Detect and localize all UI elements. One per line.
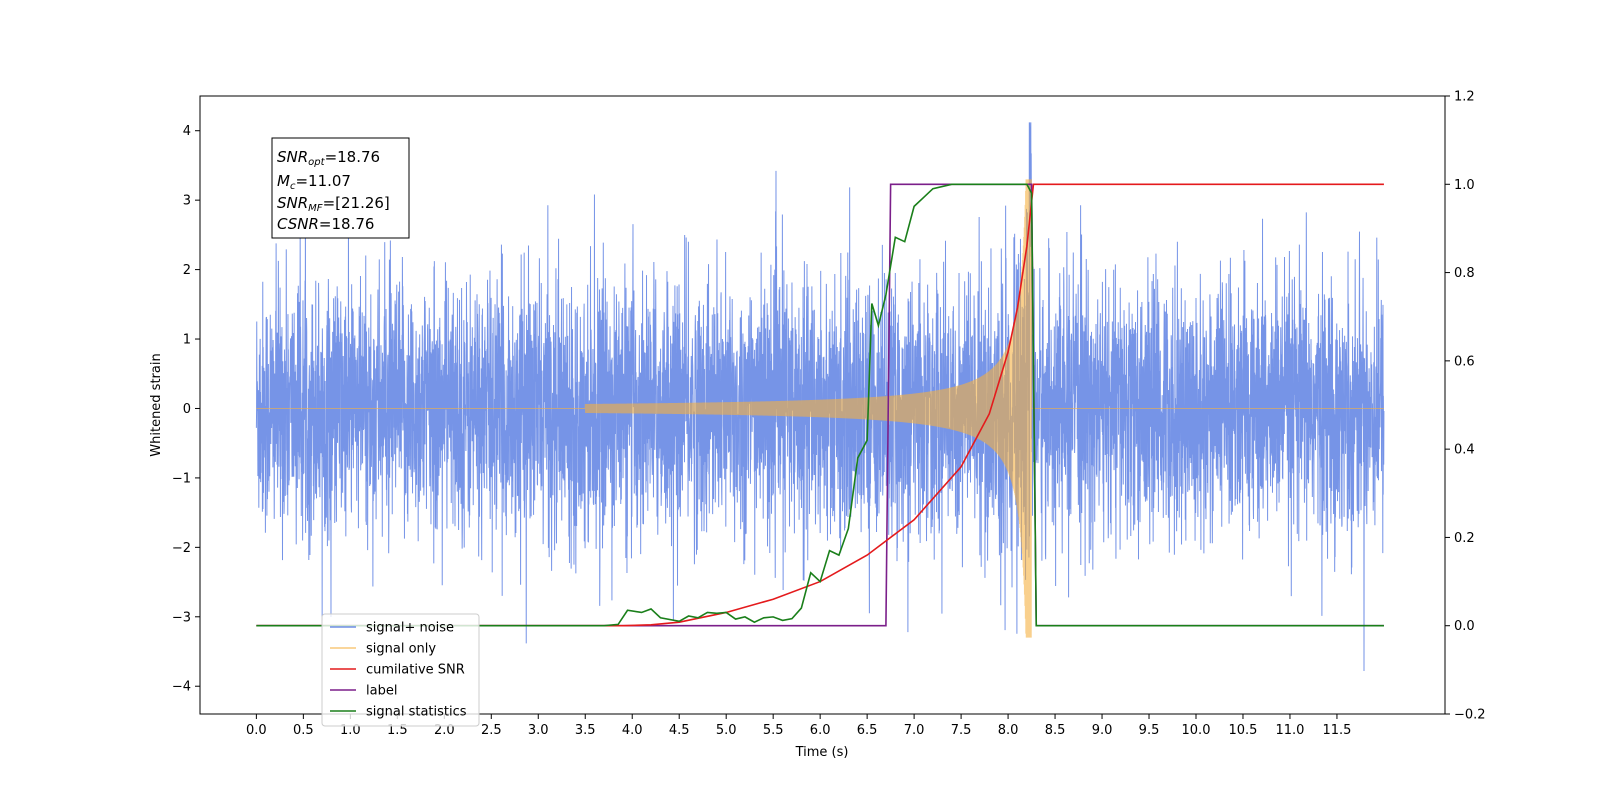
y2-tick-label: 0.4: [1454, 443, 1475, 458]
y-tick-label: −2: [172, 541, 191, 556]
x-tick-label: 11.5: [1322, 723, 1351, 738]
x-tick-label: 4.5: [669, 723, 690, 738]
y-axis-label: Whitened strain: [149, 353, 164, 456]
x-tick-label: 1.5: [387, 723, 408, 738]
snr-annotation-box: SNRopt=18.76 Mc=11.07 SNRMF=[21.26] CSNR…: [271, 137, 410, 239]
y2-tick-label: 0.8: [1454, 266, 1475, 281]
annotation-frame: [271, 137, 410, 239]
annotation-chirp-mass: Mc=11.07: [277, 172, 351, 192]
y-axis-left: −4 −3 −2 −1 0 1 2 3 4: [172, 124, 200, 695]
y-tick-label: 0: [183, 402, 191, 417]
x-tick-label: 7.5: [951, 723, 972, 738]
x-tick-label: 9.0: [1092, 723, 1113, 738]
x-tick-label: 2.5: [481, 723, 502, 738]
legend-label: signal statistics: [366, 705, 467, 720]
y2-tick-label: 1.0: [1454, 178, 1475, 193]
annotation-snr-opt: SNRopt=18.76: [277, 148, 380, 168]
y2-tick-label: 0.6: [1454, 354, 1475, 369]
series-signal-only: [256, 179, 1384, 638]
plot-area: [255, 122, 1385, 671]
annotation-csnr: CSNR=18.76: [277, 215, 374, 233]
y2-tick-label: 0.2: [1454, 531, 1475, 546]
x-tick-label: 3.0: [528, 723, 549, 738]
line-signal-only: [256, 179, 1384, 638]
y-axis-right: −0.2 0.0 0.2 0.4 0.6 0.8 1.0 1.2: [1445, 90, 1486, 723]
x-tick-label: 6.0: [810, 723, 831, 738]
annotation-snr-mf: SNRMF=[21.26]: [277, 194, 390, 214]
legend-label: signal+ noise: [366, 621, 454, 636]
x-tick-label: 5.5: [763, 723, 784, 738]
legend: signal+ noise signal only cumilative SNR la…: [321, 613, 480, 727]
x-tick-label: 0.0: [246, 723, 267, 738]
y-tick-label: 2: [183, 263, 191, 278]
line-cumilative-snr: [256, 183, 1384, 627]
line-signal-plus-noise: [255, 122, 1385, 671]
x-tick-label: 10.5: [1229, 723, 1258, 738]
y2-tick-label: −0.2: [1454, 708, 1486, 723]
line-signal-statistics: [256, 183, 1384, 627]
x-axis-label: Time (s): [795, 745, 849, 760]
y-tick-label: 4: [183, 124, 191, 139]
plot-frame: [199, 95, 1446, 715]
y2-tick-label: 0.0: [1454, 619, 1475, 634]
legend-frame: [321, 613, 480, 727]
y2-tick-label: 1.2: [1454, 90, 1475, 105]
x-tick-label: 1.0: [340, 723, 361, 738]
series-signal-plus-noise: [255, 122, 1385, 671]
legend-label: cumilative SNR: [366, 663, 465, 678]
y-tick-label: −3: [172, 610, 191, 625]
x-tick-label: 4.0: [622, 723, 643, 738]
x-tick-label: 2.0: [434, 723, 455, 738]
x-tick-label: 11.0: [1275, 723, 1304, 738]
right-axis-series: [256, 183, 1384, 627]
x-tick-label: 7.0: [904, 723, 925, 738]
x-tick-label: 5.0: [716, 723, 737, 738]
legend-label: signal only: [366, 642, 436, 657]
y-tick-label: 3: [183, 194, 191, 209]
x-tick-label: 9.5: [1139, 723, 1160, 738]
x-tick-label: 6.5: [857, 723, 878, 738]
y-tick-label: 1: [183, 333, 191, 348]
x-tick-label: 8.0: [998, 723, 1019, 738]
y-tick-label: −4: [172, 680, 191, 695]
x-tick-label: 8.5: [1045, 723, 1066, 738]
legend-label: label: [366, 684, 397, 699]
x-axis: 0.0 0.5 1.0 1.5 2.0 2.5 3.0 3.5 4.0 4.5 5.0 5.5 6.0 6…: [246, 714, 1351, 738]
x-tick-label: 3.5: [575, 723, 596, 738]
y-tick-label: −1: [172, 471, 191, 486]
x-tick-label: 10.0: [1182, 723, 1211, 738]
x-tick-label: 0.5: [293, 723, 314, 738]
